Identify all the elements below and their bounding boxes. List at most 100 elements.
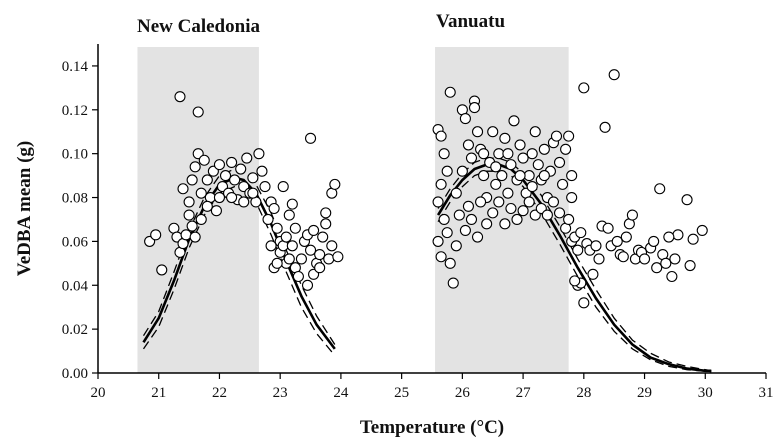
x-tick-label: 20 (91, 385, 106, 401)
data-point (696, 224, 708, 236)
panel-title-vanuatu: Vanuatu (436, 11, 505, 32)
data-point (295, 253, 307, 265)
axes (97, 44, 766, 374)
data-point (432, 235, 444, 247)
data-point (317, 231, 329, 243)
x-tick-label: 30 (698, 385, 713, 401)
y-tick-label: 0.04 (62, 278, 89, 294)
data-point (523, 170, 535, 182)
data-point (438, 148, 450, 160)
data-point (183, 196, 195, 208)
data-point (201, 200, 213, 212)
data-point (283, 209, 295, 221)
data-point (304, 132, 317, 144)
data-point (514, 170, 526, 182)
data-point (587, 268, 599, 280)
x-tick-label: 24 (333, 385, 349, 401)
data-point (620, 231, 632, 243)
data-point (435, 251, 447, 263)
data-point (684, 259, 696, 272)
data-point (593, 253, 605, 265)
data-point (271, 257, 283, 269)
data-point (441, 227, 453, 239)
data-point (292, 270, 304, 283)
y-tick-label: 0.00 (62, 366, 88, 382)
data-point (456, 165, 468, 177)
data-point (444, 86, 456, 98)
data-point (450, 187, 462, 199)
x-tick-label: 31 (759, 385, 773, 401)
data-point (174, 91, 186, 103)
data-point (654, 183, 666, 195)
data-point (186, 174, 198, 186)
data-point (526, 148, 538, 160)
data-point (241, 152, 253, 164)
data-point (553, 156, 566, 168)
data-point (329, 178, 341, 190)
data-point (478, 170, 490, 182)
data-point (541, 209, 553, 221)
data-point (499, 132, 511, 144)
data-point (268, 202, 280, 215)
y-tick-label: 0.08 (62, 191, 88, 207)
data-point (283, 253, 295, 265)
data-point (265, 240, 277, 252)
y-tick-label: 0.14 (62, 59, 89, 75)
data-point (247, 172, 259, 184)
y-tick-label: 0.12 (62, 103, 88, 119)
data-point (523, 196, 535, 208)
data-point (150, 229, 162, 241)
fit-lower-ci-1 (437, 170, 712, 373)
data-point (271, 222, 283, 234)
data-point (566, 170, 578, 182)
data-point (505, 159, 517, 171)
y-tick-label: 0.10 (62, 147, 88, 163)
data-point (493, 196, 505, 208)
data-point (487, 207, 499, 219)
data-point (638, 253, 651, 265)
data-point (326, 240, 338, 252)
data-point (189, 231, 201, 243)
data-point (210, 205, 222, 217)
data-point (681, 194, 693, 206)
data-point (471, 231, 484, 243)
fit-mean-1 (436, 163, 712, 373)
data-point (465, 213, 478, 226)
data-point (511, 213, 523, 226)
data-point (611, 235, 623, 247)
data-point (550, 130, 563, 142)
data-point (286, 240, 298, 252)
data-point (301, 279, 314, 291)
data-point (253, 148, 265, 160)
data-point (532, 159, 544, 171)
data-point (566, 191, 578, 204)
data-point (226, 156, 238, 168)
data-point (560, 143, 572, 155)
data-point (462, 200, 474, 212)
data-point (602, 222, 614, 234)
data-point (262, 213, 274, 226)
data-point (435, 178, 447, 190)
data-point (478, 148, 490, 160)
data-point (320, 218, 332, 230)
data-point (304, 244, 317, 256)
data-point (563, 213, 575, 226)
data-point (177, 183, 189, 195)
data-point (468, 102, 481, 114)
data-point (499, 218, 511, 230)
data-point (450, 240, 462, 252)
x-tick-label: 22 (212, 385, 227, 401)
data-point (526, 181, 538, 193)
data-point (465, 152, 478, 164)
data-point (502, 148, 514, 160)
data-point (435, 130, 447, 142)
data-point (660, 257, 672, 269)
x-tick-label: 25 (394, 385, 409, 401)
data-point (569, 275, 581, 287)
data-point (575, 227, 587, 239)
x-tick-label: 26 (455, 385, 471, 401)
data-point (471, 126, 484, 138)
data-point (578, 82, 590, 94)
y-tick-label: 0.02 (62, 322, 88, 338)
